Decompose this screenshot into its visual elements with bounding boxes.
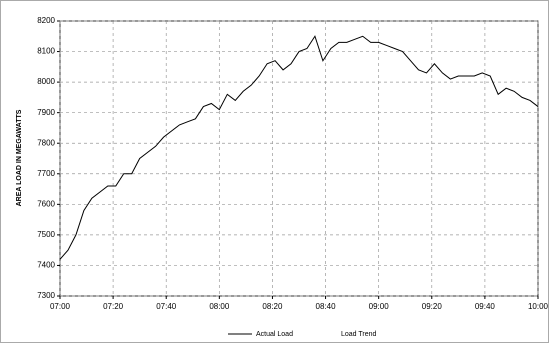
x-tick-label: 07:20: [103, 302, 124, 311]
y-tick-label: 8100: [37, 47, 55, 56]
x-tick-label: 07:00: [50, 302, 71, 311]
y-tick-label: 7400: [37, 261, 55, 270]
y-tick-label: 7600: [37, 199, 55, 208]
x-tick-label: 08:20: [262, 302, 283, 311]
x-tick-label: 07:40: [156, 302, 177, 311]
y-tick-label: 7800: [37, 138, 55, 147]
x-tick-label: 08:00: [209, 302, 230, 311]
y-tick-label: 8000: [37, 77, 55, 86]
y-axis-label: AREA LOAD IN MEGAWATTS: [16, 109, 23, 206]
plot-area: [59, 20, 539, 297]
y-tick-label: 7700: [37, 169, 55, 178]
x-tick-label: 09:20: [422, 302, 443, 311]
x-tick-label: 08:40: [316, 302, 337, 311]
y-tick-label: 7300: [37, 291, 55, 300]
y-tick-label: 7900: [37, 108, 55, 117]
x-tick-label: 10:00: [528, 302, 549, 311]
legend-label: Load Trend: [341, 331, 377, 338]
legend-label: Actual Load: [256, 331, 293, 338]
x-tick-label: 09:40: [475, 302, 496, 311]
y-tick-label: 7500: [37, 230, 55, 239]
y-tick-label: 8200: [37, 16, 55, 25]
x-tick-label: 09:00: [369, 302, 390, 311]
data-line: [59, 35, 539, 260]
